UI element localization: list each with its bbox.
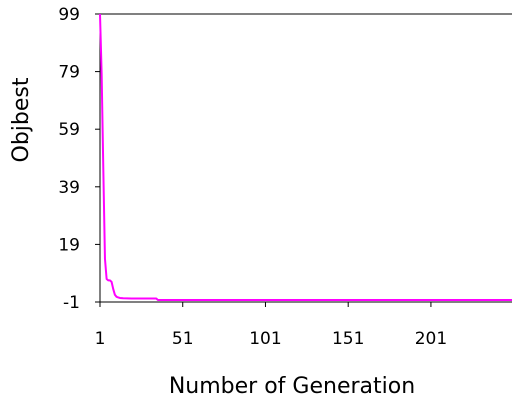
y-tick-label: 19 bbox=[58, 235, 80, 255]
y-tick-label: 39 bbox=[58, 178, 80, 198]
y-axis-label: Objbest bbox=[9, 77, 34, 162]
y-tick-label: 79 bbox=[58, 63, 80, 83]
x-tick-label: 201 bbox=[415, 329, 447, 349]
y-tick-label: -1 bbox=[63, 293, 80, 313]
x-axis-label: Number of Generation bbox=[169, 374, 415, 399]
y-tick-label: 59 bbox=[58, 120, 80, 140]
y-tick-label: 99 bbox=[58, 5, 80, 25]
x-tick-label: 1 bbox=[95, 329, 106, 349]
x-tick-label: 151 bbox=[332, 329, 364, 349]
x-tick-label: 101 bbox=[249, 329, 281, 349]
x-tick-label: 51 bbox=[172, 329, 194, 349]
series-line bbox=[99, 13, 512, 301]
